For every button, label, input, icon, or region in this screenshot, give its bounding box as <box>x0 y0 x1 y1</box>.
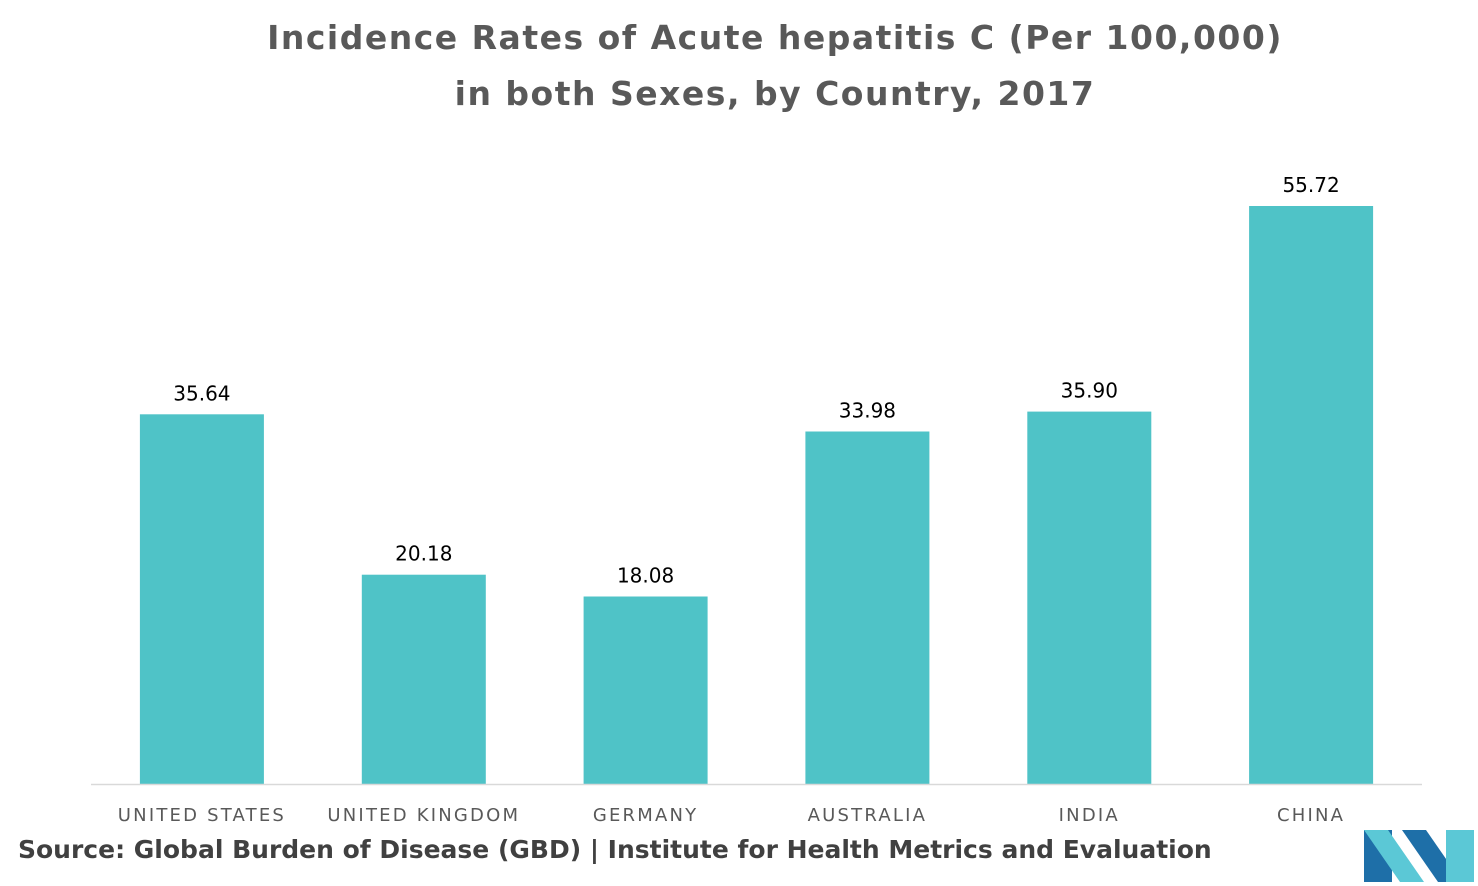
value-label: 18.08 <box>617 564 674 588</box>
bar-united-kingdom <box>361 574 486 784</box>
bar-india <box>1027 411 1152 784</box>
chart-title-line-2: in both Sexes, by Country, 2017 <box>454 74 1096 113</box>
logo-stroke-1 <box>1364 830 1424 882</box>
source-note: Source: Global Burden of Disease (GBD) |… <box>18 835 1212 864</box>
x-tick-label: GERMANY <box>593 805 699 826</box>
x-tick-label: UNITED KINGDOM <box>327 805 520 826</box>
bar-australia <box>805 431 930 784</box>
value-label: 35.64 <box>173 381 230 405</box>
bar-china <box>1249 206 1374 784</box>
bars-group <box>139 206 1374 784</box>
value-label: 55.72 <box>1282 173 1339 197</box>
chart-title: Incidence Rates of Acute hepatitis C (Pe… <box>0 10 1478 122</box>
value-label: 35.90 <box>1061 379 1118 403</box>
chart-title-line-1: Incidence Rates of Acute hepatitis C (Pe… <box>267 18 1283 57</box>
x-tick-label: UNITED STATES <box>118 805 286 826</box>
value-label: 20.18 <box>395 542 452 566</box>
bar-united-states <box>139 414 264 784</box>
brand-logo-icon <box>1364 830 1474 882</box>
x-tick-label: INDIA <box>1059 805 1120 826</box>
value-label: 33.98 <box>839 399 896 423</box>
x-tick-label: CHINA <box>1277 805 1345 826</box>
labels-group: 35.64 UNITED STATES 20.18 UNITED KINGDOM 18.… <box>118 173 1345 826</box>
logo-block-right <box>1446 830 1474 882</box>
bar-germany <box>583 596 708 784</box>
x-tick-label: AUSTRALIA <box>808 805 927 826</box>
